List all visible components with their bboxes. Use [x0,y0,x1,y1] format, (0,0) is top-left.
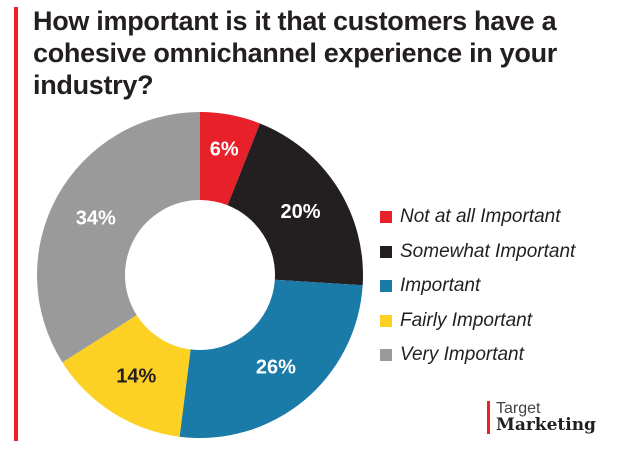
chart-title: How important is it that customers have … [33,6,557,100]
legend-label: Somewhat Important [400,240,576,262]
legend-item: Important [380,269,575,304]
legend-swatch [380,245,392,258]
legend-item: Not at all Important [380,200,575,235]
donut-slice-1 [227,123,363,286]
target-marketing-logo: Target Marketing [487,401,596,434]
legend-label: Important [400,275,481,297]
data-label-0: 6% [210,138,239,160]
accent-bar [14,7,18,441]
legend-swatch [380,211,392,224]
legend-label: Not at all Important [400,206,561,228]
legend-label: Fairly Important [400,309,532,331]
logo-line2: Marketing [496,415,596,435]
donut-slice-2 [179,279,363,438]
legend-label: Very Important [400,344,524,366]
logo-line1: Target [496,400,541,417]
legend-item: Fairly Important [380,304,575,339]
legend-item: Very Important [380,338,575,373]
legend-swatch [380,314,392,327]
data-label-3: 14% [116,365,156,387]
data-label-1: 20% [280,201,320,223]
legend-item: Somewhat Important [380,235,575,270]
data-label-4: 34% [76,208,116,230]
donut-slice-0 [200,112,261,206]
legend-swatch [380,349,392,362]
donut-slice-4 [36,112,200,363]
donut-slice-3 [62,315,191,437]
legend: Not at all Important Somewhat Important Im… [380,200,575,373]
legend-swatch [380,280,392,293]
data-label-2: 26% [256,357,296,379]
